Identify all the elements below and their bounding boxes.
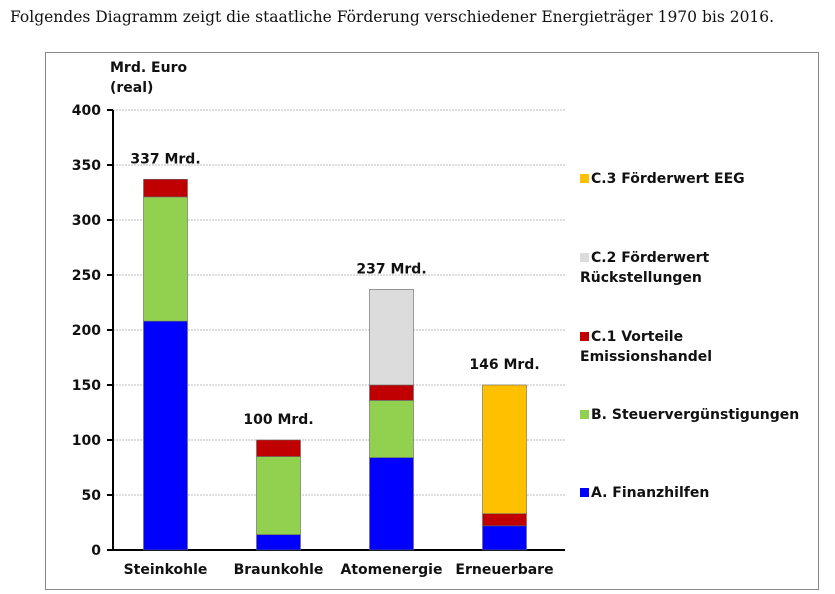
- legend-label: Rückstellungen: [580, 270, 702, 286]
- bar-segment: [369, 457, 414, 551]
- legend-swatch: [580, 253, 589, 262]
- y-tick-label: 100: [72, 433, 101, 449]
- y-tick-label: 400: [72, 103, 101, 119]
- x-tick-label: Steinkohle: [124, 562, 208, 578]
- bar-segment: [143, 196, 188, 322]
- bar-segment: [143, 320, 188, 551]
- total-label: 237 Mrd.: [356, 261, 426, 277]
- bar-segment: [482, 513, 527, 527]
- legend-swatch: [580, 410, 589, 419]
- chart-caption: Folgendes Diagramm zeigt die staatliche …: [10, 8, 775, 26]
- bar-segment: [143, 179, 188, 198]
- x-tick-label: Atomenergie: [341, 562, 443, 578]
- y-tick-label: 50: [82, 488, 102, 504]
- x-tick-label: Braunkohle: [234, 562, 324, 578]
- legend-swatch: [580, 332, 589, 341]
- legend-label: C.3 Förderwert EEG: [591, 171, 745, 187]
- legend-label: C.2 Förderwert: [591, 250, 709, 266]
- legend-label: Emissionshandel: [580, 349, 712, 365]
- y-tick-label: 200: [72, 323, 101, 339]
- y-tick-label: 350: [72, 158, 101, 174]
- y-axis-label: Mrd. Euro: [110, 60, 187, 76]
- bar-segment: [482, 384, 527, 514]
- legend-swatch: [580, 174, 589, 183]
- bar-segment: [482, 525, 527, 551]
- legend-label: C.1 Vorteile: [591, 329, 683, 345]
- y-axis-label: (real): [110, 80, 153, 96]
- bar-segment: [369, 400, 414, 458]
- bar-segment: [256, 534, 301, 551]
- chart-frame: [45, 52, 819, 590]
- bar-segment: [369, 288, 414, 386]
- y-tick-label: 300: [72, 213, 101, 229]
- x-tick-label: Erneuerbare: [455, 562, 553, 578]
- total-label: 146 Mrd.: [469, 357, 539, 373]
- legend-label: A. Finanzhilfen: [591, 485, 709, 501]
- total-label: 337 Mrd.: [130, 151, 200, 167]
- bar-segment: [369, 384, 414, 401]
- legend-swatch: [580, 488, 589, 497]
- bar-segment: [256, 456, 301, 535]
- y-tick-label: 250: [72, 268, 101, 284]
- bar-segment: [256, 439, 301, 457]
- total-label: 100 Mrd.: [243, 412, 313, 428]
- legend-label: B. Steuervergünstigungen: [591, 407, 799, 423]
- y-tick-label: 150: [72, 378, 101, 394]
- y-tick-label: 0: [91, 543, 101, 559]
